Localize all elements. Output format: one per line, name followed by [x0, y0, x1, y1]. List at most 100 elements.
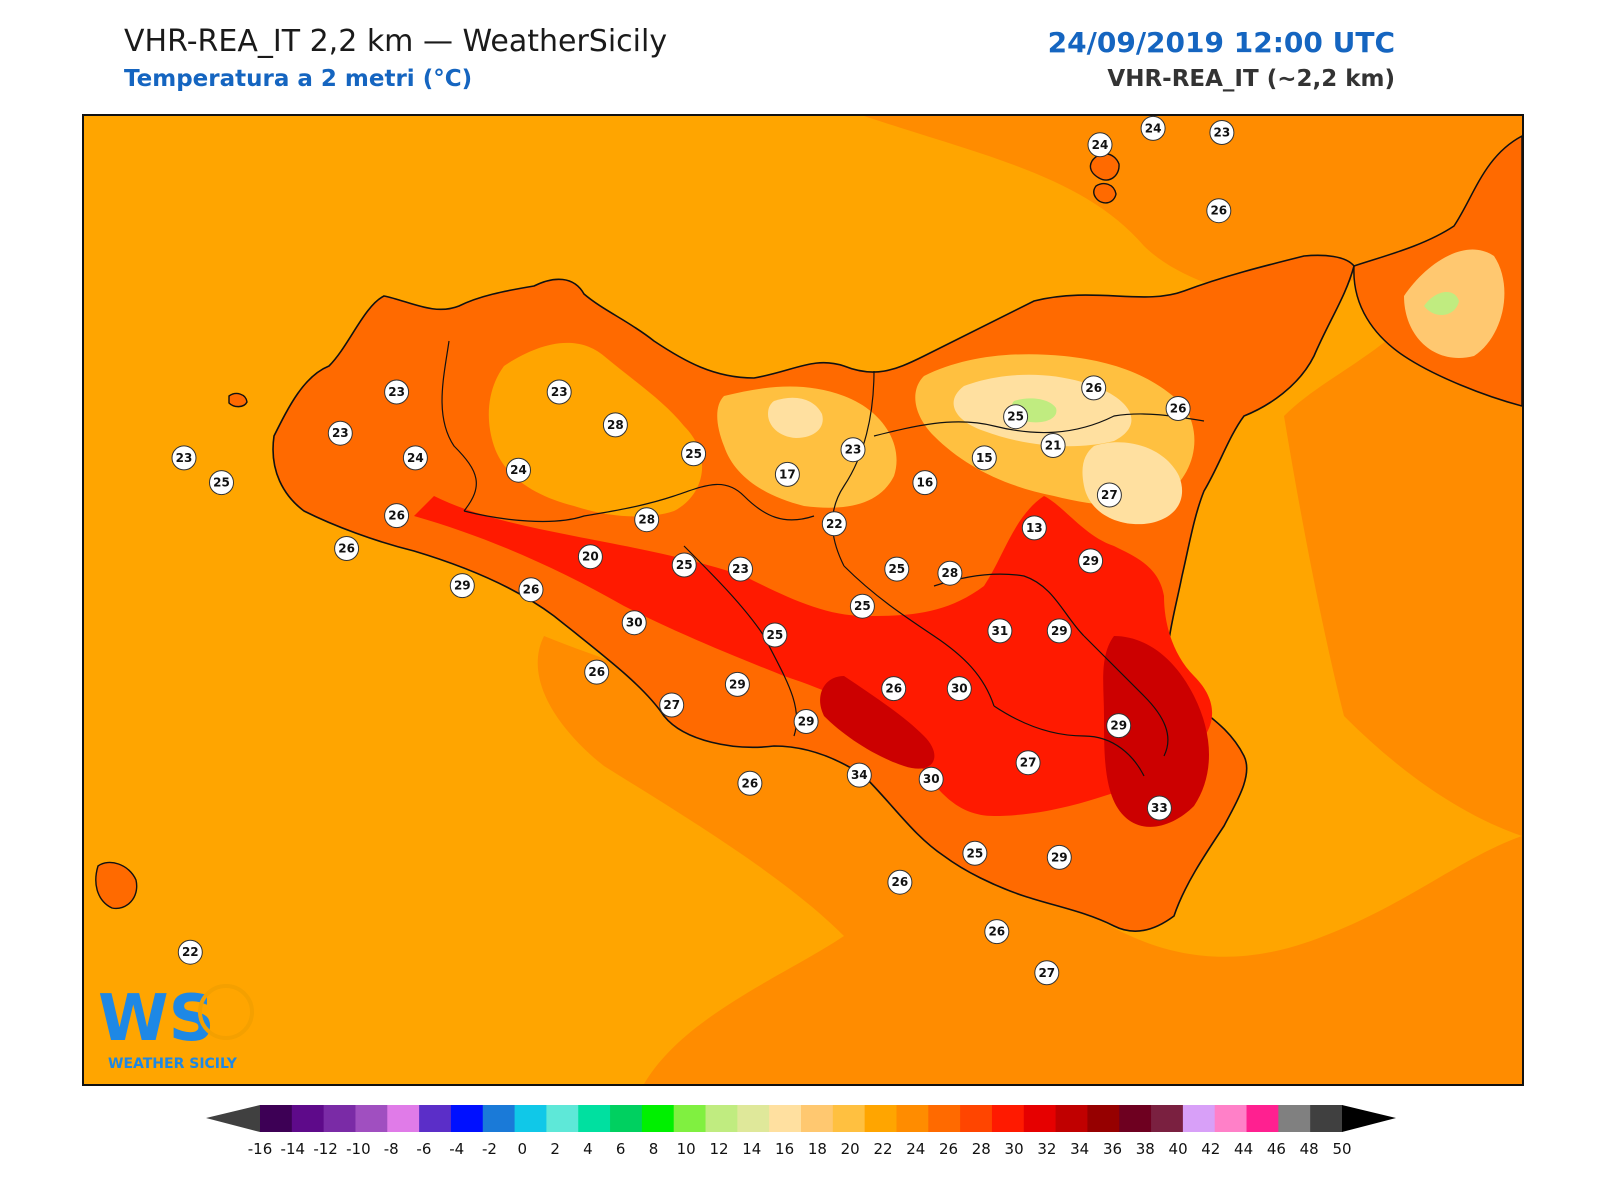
colorbar-tick-label: 34 — [1070, 1140, 1089, 1158]
station-marker[interactable]: 30 — [918, 766, 944, 792]
station-marker[interactable]: 27 — [1096, 482, 1122, 508]
station-marker[interactable]: 29 — [1046, 844, 1072, 870]
station-marker[interactable]: 33 — [1146, 795, 1172, 821]
station-marker[interactable]: 25 — [884, 556, 910, 582]
station-marker[interactable]: 24 — [1140, 116, 1166, 141]
station-circle — [659, 692, 685, 718]
station-circle — [946, 676, 972, 702]
station-marker[interactable]: 24 — [402, 445, 428, 471]
station-circle — [1015, 750, 1041, 776]
colorbar-cell — [1182, 1105, 1216, 1132]
station-value: 27 — [1101, 488, 1118, 502]
station-circle — [724, 671, 750, 697]
station-value: 26 — [988, 925, 1005, 939]
station-marker[interactable]: 26 — [584, 659, 610, 685]
boundary-trapani-palermo — [441, 340, 477, 512]
station-marker[interactable]: 25 — [681, 441, 707, 467]
station-marker[interactable]: 24 — [506, 457, 531, 483]
colorbar-cell — [1055, 1105, 1088, 1132]
station-marker[interactable]: 22 — [821, 511, 847, 537]
station-value: 26 — [523, 583, 540, 597]
station-marker[interactable]: 25 — [1003, 404, 1029, 430]
temperature-map[interactable]: 24 24 23 26 23 23 28 23 25 23 24 24 25 17 23 25 26 26 15 21… — [82, 114, 1524, 1086]
station-marker[interactable]: 25 — [962, 840, 988, 866]
station-marker[interactable]: 29 — [449, 573, 475, 599]
aeolian-island-2 — [1093, 182, 1117, 204]
station-value: 25 — [767, 628, 784, 642]
station-value: 24 — [510, 463, 527, 477]
colorbar-tick-label: 30 — [1005, 1140, 1024, 1158]
station-marker[interactable]: 25 — [209, 470, 234, 496]
station-marker[interactable]: 26 — [334, 536, 360, 561]
station-marker[interactable]: 26 — [518, 577, 544, 603]
station-marker[interactable]: 26 — [384, 503, 410, 529]
station-marker[interactable]: 29 — [793, 709, 819, 734]
station-marker[interactable]: 29 — [724, 671, 750, 697]
station-circle — [1078, 548, 1104, 574]
station-marker[interactable]: 26 — [984, 919, 1010, 945]
station-marker[interactable]: 26 — [881, 676, 907, 702]
station-circle — [334, 536, 360, 561]
station-marker[interactable]: 28 — [602, 412, 628, 438]
station-markers: 24 24 23 26 23 23 28 23 25 23 24 24 25 17 23 25 26 26 15 21… — [171, 116, 1235, 986]
station-circle — [1040, 433, 1066, 458]
station-value: 25 — [213, 476, 230, 490]
station-marker[interactable]: 27 — [1015, 750, 1041, 776]
station-marker[interactable]: 13 — [1021, 515, 1047, 541]
station-value: 23 — [732, 562, 749, 576]
station-marker[interactable]: 25 — [671, 552, 697, 578]
station-marker[interactable]: 26 — [1081, 375, 1107, 401]
station-marker[interactable]: 30 — [946, 676, 972, 702]
logo-initials: WS — [98, 982, 215, 1056]
colorbar-cell — [610, 1105, 643, 1132]
station-marker[interactable]: 27 — [659, 692, 685, 718]
station-marker[interactable]: 34 — [846, 762, 872, 788]
station-marker[interactable]: 26 — [887, 869, 913, 895]
colorbar-cell — [928, 1105, 961, 1132]
station-marker[interactable]: 28 — [937, 560, 963, 586]
station-value: 13 — [1026, 521, 1043, 535]
colorbar-cell — [864, 1105, 897, 1132]
station-marker[interactable]: 25 — [762, 622, 788, 648]
station-marker[interactable]: 26 — [1206, 198, 1232, 224]
station-marker[interactable]: 22 — [177, 939, 203, 965]
station-marker[interactable]: 29 — [1106, 713, 1132, 739]
station-marker[interactable]: 23 — [171, 445, 197, 471]
station-circle — [918, 766, 944, 792]
station-marker[interactable]: 15 — [971, 445, 997, 471]
colorbar-tick-label: 36 — [1103, 1140, 1122, 1158]
station-value: 28 — [607, 418, 624, 432]
station-circle — [887, 869, 913, 895]
station-marker[interactable]: 21 — [1040, 433, 1066, 458]
station-marker[interactable]: 30 — [621, 610, 647, 636]
station-marker[interactable]: 27 — [1034, 960, 1060, 986]
station-marker[interactable]: 23 — [546, 379, 572, 405]
station-marker[interactable]: 25 — [849, 593, 875, 619]
station-marker[interactable]: 29 — [1046, 618, 1072, 644]
colorbar: -16 -14 -12 -10 -8 -6 -4 -2 0 2 4 6 8 10 12 14 16 18 20 22 2… — [206, 1105, 1396, 1158]
colorbar-cell — [1119, 1105, 1152, 1132]
station-marker[interactable]: 23 — [1209, 120, 1235, 145]
very-hot-area — [1103, 636, 1209, 827]
station-value: 25 — [1007, 410, 1024, 424]
station-marker[interactable]: 17 — [774, 461, 800, 487]
station-marker[interactable]: 23 — [840, 437, 866, 463]
station-circle — [840, 437, 866, 463]
station-value: 26 — [885, 682, 902, 696]
colorbar-cell — [769, 1105, 802, 1132]
station-marker[interactable]: 23 — [728, 556, 753, 582]
station-marker[interactable]: 20 — [577, 544, 603, 570]
station-marker[interactable]: 24 — [1087, 132, 1113, 158]
station-marker[interactable]: 16 — [912, 470, 938, 496]
station-marker[interactable]: 31 — [987, 618, 1013, 644]
station-value: 29 — [1110, 719, 1127, 733]
station-marker[interactable]: 29 — [1078, 548, 1104, 574]
station-marker[interactable]: 26 — [737, 770, 763, 796]
station-marker[interactable]: 23 — [327, 420, 353, 446]
station-marker[interactable]: 28 — [634, 507, 660, 533]
station-value: 26 — [388, 509, 405, 523]
map-canvas: 24 24 23 26 23 23 28 23 25 23 24 24 25 17 23 25 26 26 15 21… — [84, 116, 1522, 1084]
station-value: 34 — [851, 768, 868, 782]
station-marker[interactable]: 26 — [1165, 396, 1191, 421]
station-marker[interactable]: 23 — [384, 379, 410, 405]
